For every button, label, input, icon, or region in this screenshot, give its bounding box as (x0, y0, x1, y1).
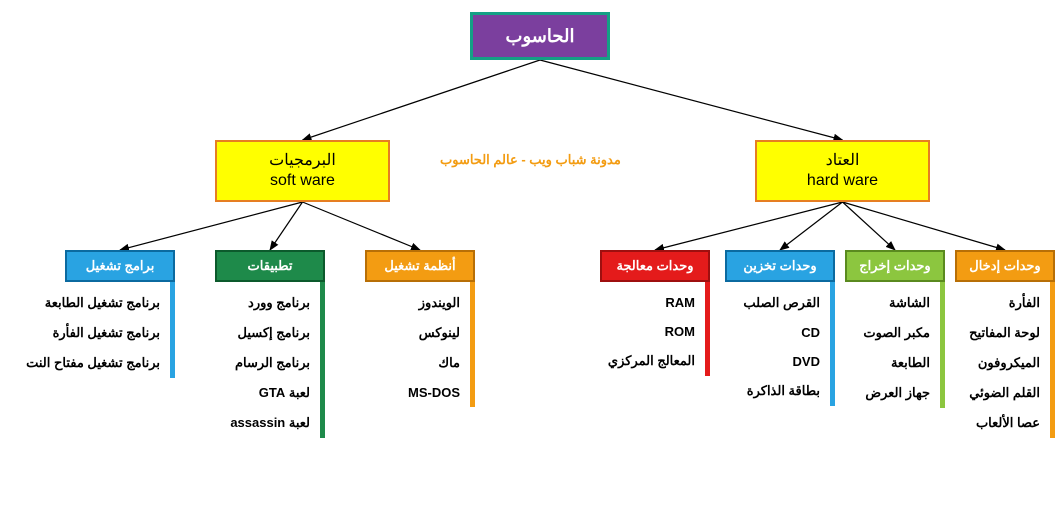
leaf-item: برنامج تشغيل الفأرة (53, 325, 160, 341)
category-header-label: تطبيقات (248, 258, 293, 274)
leaf-item: مكبر الصوت (863, 325, 930, 341)
leaf-item: RAM (665, 295, 695, 310)
leaf-item: الويندوز (419, 295, 460, 311)
watermark-text: مدونة شباب ويب - عالم الحاسوب (440, 152, 621, 168)
leaf-item: المعالج المركزي (608, 353, 695, 369)
category-header-processing: وحدات معالجة (600, 250, 710, 282)
leaf-item: برنامج تشغيل مفتاح النت (26, 355, 160, 371)
leaf-column-drivers: برنامج تشغيل الطابعة برنامج تشغيل الفأرة ب… (10, 282, 175, 378)
diagram-stage: الحاسوب البرمجيات soft ware العتاد hard … (0, 0, 1061, 510)
category-header-label: وحدات معالجة (616, 258, 693, 274)
leaf-item: برنامج تشغيل الطابعة (45, 295, 160, 311)
leaf-column-output: الشاشة مكبر الصوت الطابعة جهاز العرض (838, 282, 945, 408)
node-hardware-label: العتاد hard ware (807, 151, 878, 191)
leaf-item: MS-DOS (408, 385, 460, 400)
leaf-item: ماك (438, 355, 460, 371)
leaf-item: عصا الألعاب (976, 415, 1040, 431)
node-root: الحاسوب (470, 12, 610, 60)
category-header-output: وحدات إخراج (845, 250, 945, 282)
leaf-item: لوحة المفاتيح (969, 325, 1040, 341)
leaf-item: الطابعة (891, 355, 930, 371)
category-header-apps: تطبيقات (215, 250, 325, 282)
leaf-column-os: الويندوز لينوكس ماك MS-DOS (350, 282, 475, 407)
leaf-item: بطاقة الذاكرة (747, 383, 820, 399)
leaf-item: القرص الصلب (743, 295, 820, 311)
leaf-item: لينوكس (419, 325, 460, 341)
category-header-label: وحدات إخراج (859, 258, 930, 274)
leaf-item: الشاشة (889, 295, 930, 311)
leaf-column-apps: برنامج وورد برنامج إكسيل برنامج الرسام لعبة… (190, 282, 325, 438)
leaf-item: DVD (793, 354, 820, 369)
category-header-input: وحدات إدخال (955, 250, 1055, 282)
leaf-item: القلم الضوئي (969, 385, 1040, 401)
leaf-item: الميكروفون (978, 355, 1040, 371)
leaf-column-input: الفأرة لوحة المفاتيح الميكروفون القلم الضوئ… (948, 282, 1055, 438)
category-header-label: برامج تشغيل (86, 258, 155, 274)
node-software-label: البرمجيات soft ware (269, 151, 336, 191)
leaf-column-processing: RAM ROM المعالج المركزي (575, 282, 710, 376)
leaf-item: برنامج الرسام (235, 355, 310, 371)
node-root-label: الحاسوب (506, 25, 575, 48)
node-hardware: العتاد hard ware (755, 140, 930, 202)
leaf-item: ROM (665, 324, 695, 339)
leaf-item: لعبة assassin (230, 415, 310, 431)
category-header-label: أنظمة تشغيل (384, 258, 455, 274)
leaf-item: CD (801, 325, 820, 340)
leaf-item: برنامج وورد (248, 295, 310, 311)
category-header-drivers: برامج تشغيل (65, 250, 175, 282)
leaf-item: لعبة GTA (259, 385, 310, 401)
category-header-os: أنظمة تشغيل (365, 250, 475, 282)
node-software: البرمجيات soft ware (215, 140, 390, 202)
leaf-item: برنامج إكسيل (237, 325, 310, 341)
category-header-label: وحدات تخزين (743, 258, 816, 274)
category-header-label: وحدات إدخال (969, 258, 1040, 274)
leaf-column-storage: القرص الصلب CD DVD بطاقة الذاكرة (715, 282, 835, 406)
leaf-item: جهاز العرض (865, 385, 930, 401)
leaf-item: الفأرة (1009, 295, 1040, 311)
category-header-storage: وحدات تخزين (725, 250, 835, 282)
